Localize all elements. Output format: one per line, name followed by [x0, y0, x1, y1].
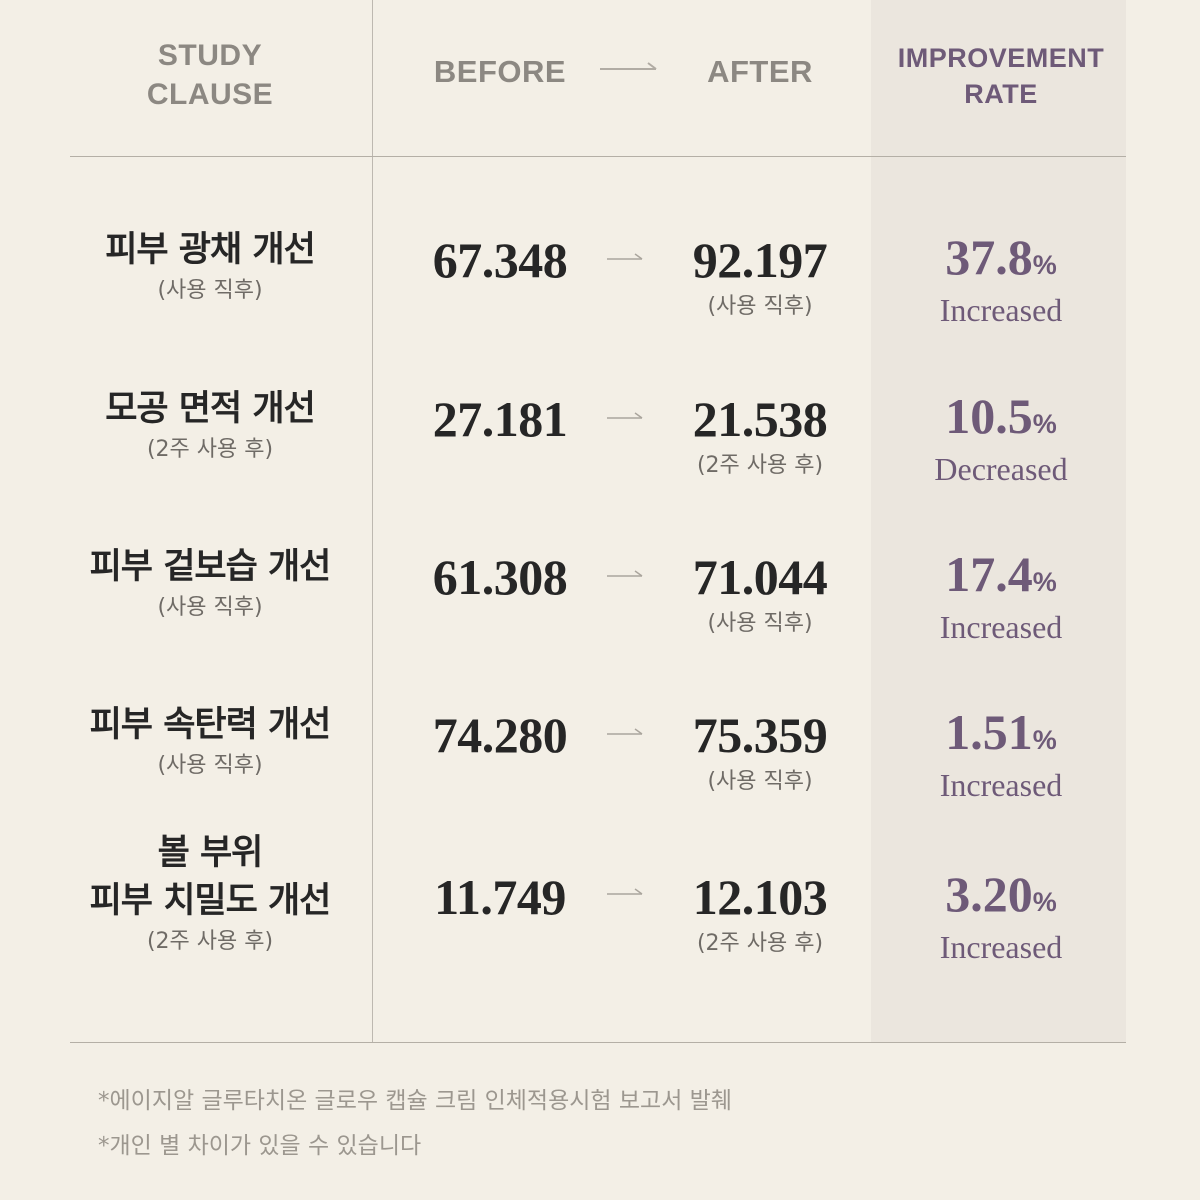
- table-row: 볼 부위 피부 치밀도 개선 (2주 사용 후) 11.749 12.103 (…: [0, 829, 1200, 989]
- percent-sign: %: [1032, 409, 1057, 439]
- before-value: 27.181: [432, 391, 568, 447]
- percent-sign: %: [1032, 887, 1057, 917]
- footnote-source: *에이지알 글루타치온 글로우 캡슐 크림 인체적용시험 보고서 발췌: [98, 1088, 732, 1114]
- study-clause: 피부 속탄력 개선 (사용 직후): [60, 701, 360, 783]
- rate-value: 1.51: [945, 704, 1033, 760]
- table-bottom-divider: [70, 1042, 1126, 1043]
- improvement-rate-column-background: [871, 0, 1126, 1042]
- after-value: 75.359: [692, 707, 828, 763]
- column-divider: [372, 0, 373, 1042]
- header-rate-line2: RATE: [964, 79, 1038, 109]
- right-arrow-icon: [607, 253, 643, 260]
- table-row: 모공 면적 개선 (2주 사용 후) 27.181 21.538 (2주 사용 …: [0, 385, 1200, 545]
- right-arrow-icon: [607, 728, 643, 735]
- improvement-rate: 37.8% Increased: [881, 230, 1121, 328]
- before-value: 11.749: [434, 869, 566, 925]
- rate-value: 37.8: [945, 229, 1033, 285]
- percent-sign: %: [1032, 725, 1057, 755]
- right-arrow-icon: [607, 412, 643, 419]
- after-value: 92.197: [692, 232, 828, 288]
- after-value: 71.044: [692, 549, 828, 605]
- footnote-disclaimer: *개인 별 차이가 있을 수 있습니다: [98, 1133, 422, 1159]
- after-value: 21.538: [692, 391, 828, 447]
- table-row: 피부 광채 개선 (사용 직후) 67.348 92.197 (사용 직후) 3…: [0, 226, 1200, 386]
- right-arrow-icon: [607, 888, 643, 895]
- header-divider: [70, 156, 1126, 157]
- rate-value: 10.5: [945, 388, 1033, 444]
- clause-period: (사용 직후): [157, 595, 263, 620]
- before-value: 74.280: [432, 707, 568, 763]
- header-study-clause-line1: STUDY: [157, 39, 263, 72]
- rate-direction: Decreased: [934, 451, 1068, 487]
- study-clause: 모공 면적 개선 (2주 사용 후): [60, 385, 360, 467]
- rate-direction: Increased: [939, 767, 1063, 803]
- header-study-clause-line2: CLAUSE: [146, 78, 274, 111]
- before-value: 67.348: [432, 232, 568, 288]
- long-right-arrow-icon: [600, 62, 657, 70]
- clause-period: (2주 사용 후): [146, 437, 274, 462]
- clause-period: (2주 사용 후): [146, 929, 274, 954]
- clause-period: (사용 직후): [157, 278, 263, 303]
- after-period: (사용 직후): [707, 769, 813, 794]
- clause-period: (사용 직후): [157, 753, 263, 778]
- after-value: 12.103: [692, 869, 828, 925]
- improvement-rate: 3.20% Increased: [881, 867, 1121, 965]
- rate-value: 17.4: [945, 546, 1033, 602]
- clause-title: 피부 속탄력 개선: [89, 705, 332, 745]
- study-clause: 볼 부위 피부 치밀도 개선 (2주 사용 후): [60, 829, 360, 959]
- before-value: 61.308: [432, 549, 568, 605]
- improvement-rate: 17.4% Increased: [881, 547, 1121, 645]
- study-clause: 피부 겉보습 개선 (사용 직후): [60, 543, 360, 625]
- rate-value: 3.20: [945, 866, 1033, 922]
- header-after: AFTER: [707, 54, 813, 89]
- rate-direction: Increased: [939, 292, 1063, 328]
- after-period: (사용 직후): [707, 611, 813, 636]
- after-period: (2주 사용 후): [696, 931, 824, 956]
- study-clause: 피부 광채 개선 (사용 직후): [60, 226, 360, 308]
- clause-title: 피부 겉보습 개선: [89, 547, 332, 587]
- table-row: 피부 겉보습 개선 (사용 직후) 61.308 71.044 (사용 직후) …: [0, 543, 1200, 703]
- right-arrow-icon: [607, 570, 643, 577]
- rate-direction: Increased: [939, 609, 1063, 645]
- clause-title-line1: 볼 부위: [157, 833, 264, 873]
- header-before: BEFORE: [433, 54, 567, 89]
- header-rate-line1: IMPROVEMENT: [897, 43, 1105, 73]
- clause-title: 피부 광채 개선: [105, 230, 316, 270]
- rate-direction: Increased: [939, 929, 1063, 965]
- percent-sign: %: [1032, 567, 1057, 597]
- improvement-rate: 10.5% Decreased: [881, 389, 1121, 487]
- header-study-clause: STUDY CLAUSE: [110, 36, 310, 114]
- percent-sign: %: [1032, 250, 1057, 280]
- table-row: 피부 속탄력 개선 (사용 직후) 74.280 75.359 (사용 직후) …: [0, 701, 1200, 861]
- clause-title: 모공 면적 개선: [105, 389, 316, 429]
- after-period: (2주 사용 후): [696, 453, 824, 478]
- clause-title-line2: 피부 치밀도 개선: [89, 881, 332, 921]
- after-period: (사용 직후): [707, 294, 813, 319]
- header-improvement-rate: IMPROVEMENT RATE: [881, 40, 1121, 112]
- improvement-rate: 1.51% Increased: [881, 705, 1121, 803]
